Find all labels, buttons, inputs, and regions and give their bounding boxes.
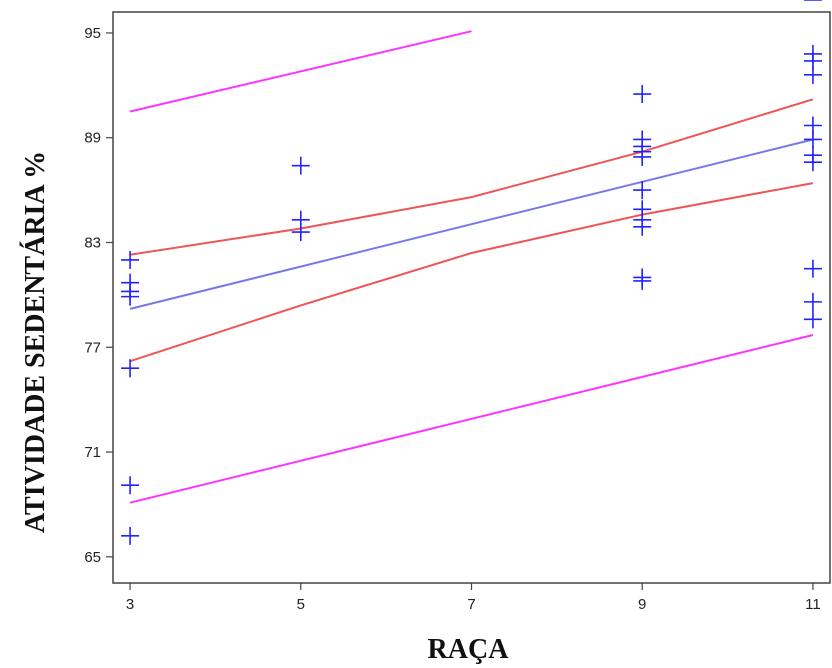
plot-frame — [112, 11, 831, 584]
confidence-upper-line — [129, 98, 814, 256]
y-tick-label: 89 — [84, 130, 101, 147]
y-tick-label: 65 — [84, 549, 101, 566]
x-axis-ticks: 3 5 7 9 11 — [126, 583, 821, 613]
x-tick-label: 11 — [805, 596, 821, 613]
y-tick-label: 71 — [84, 444, 101, 461]
prediction-lower-line — [129, 334, 814, 504]
regression-lines — [129, 30, 814, 504]
data-point — [803, 292, 822, 311]
data-point — [803, 259, 822, 278]
y-axis-ticks: 65 71 77 83 89 95 — [84, 25, 113, 566]
x-tick-label: 5 — [297, 596, 305, 613]
data-point — [633, 217, 652, 236]
data-point — [121, 526, 140, 545]
data-point — [633, 85, 652, 104]
x-tick-label: 9 — [638, 596, 646, 613]
data-point — [633, 271, 652, 290]
data-point — [633, 142, 652, 161]
y-tick-label: 95 — [84, 25, 101, 42]
data-point — [803, 130, 822, 149]
x-axis-title: RAÇA — [428, 634, 510, 665]
y-axis-title: ATIVIDADE SEDENTÁRIA % — [20, 151, 51, 533]
data-point — [121, 476, 140, 495]
x-tick-label: 7 — [467, 596, 475, 613]
fit-line — [129, 138, 814, 310]
data-point — [633, 181, 652, 200]
confidence-lower-line — [129, 182, 814, 363]
data-point — [291, 156, 310, 175]
data-point — [121, 359, 140, 378]
data-point — [803, 153, 822, 172]
data-point — [121, 250, 140, 269]
data-points — [121, 0, 822, 545]
y-tick-label: 77 — [84, 339, 101, 356]
prediction-upper-line — [129, 30, 472, 113]
data-point — [803, 65, 822, 84]
y-tick-label: 83 — [84, 234, 101, 251]
data-point — [803, 310, 822, 329]
data-point — [121, 282, 140, 301]
data-point — [291, 223, 310, 242]
x-tick-label: 3 — [126, 596, 134, 613]
